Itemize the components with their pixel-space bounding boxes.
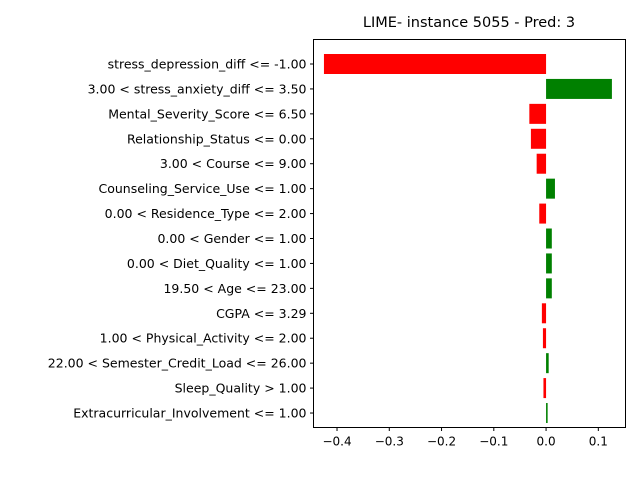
plot-area	[313, 39, 626, 428]
y-tick-label: 3.00 < Course <= 9.00	[160, 156, 307, 171]
bar	[542, 328, 547, 349]
x-tick-label: −0.2	[427, 435, 456, 449]
bar	[529, 103, 547, 124]
bar	[546, 403, 548, 424]
bar	[546, 353, 549, 374]
bar	[323, 54, 547, 74]
x-tick-label: −0.4	[322, 435, 351, 449]
y-tick-label: CGPA <= 3.29	[216, 306, 306, 321]
x-tick-label: −0.1	[479, 435, 508, 449]
bar	[541, 303, 547, 324]
chart-title: LIME- instance 5055 - Pred: 3	[363, 15, 575, 31]
bar	[543, 378, 547, 399]
y-tick-label: stress_depression_diff <= -1.00	[108, 57, 307, 72]
bar	[546, 228, 552, 249]
y-tick-label: Relationship_Status <= 0.00	[127, 131, 307, 146]
y-tick-label: Mental_Severity_Score <= 6.50	[108, 106, 306, 121]
bar	[536, 153, 547, 174]
bar	[546, 253, 552, 274]
y-tick-label: 1.00 < Physical_Activity <= 2.00	[100, 331, 307, 346]
x-ticks: −0.4 −0.3 −0.2 −0.1 0.0 0.1	[322, 427, 608, 449]
y-tick-label: 19.50 < Age <= 23.00	[163, 281, 306, 296]
x-tick-label: −0.3	[375, 435, 404, 449]
y-tick-label: 0.00 < Residence_Type <= 2.00	[105, 206, 307, 221]
x-tick-label: 0.0	[537, 435, 556, 449]
y-tick-label: 0.00 < Diet_Quality <= 1.00	[127, 256, 307, 271]
bar	[546, 78, 612, 99]
x-tick-label: 0.1	[589, 435, 608, 449]
bar	[546, 178, 555, 199]
y-tick-label: Extracurricular_Involvement <= 1.00	[73, 406, 306, 421]
bar-group	[323, 54, 612, 424]
bar	[539, 203, 547, 224]
bar	[546, 278, 552, 299]
bar	[530, 128, 547, 149]
y-tick-labels: stress_depression_diff <= -1.00 3.00 < st…	[48, 57, 314, 421]
y-tick-label: 22.00 < Semester_Credit_Load <= 26.00	[48, 356, 307, 371]
y-tick-label: 3.00 < stress_anxiety_diff <= 3.50	[88, 81, 307, 96]
y-tick-label: Sleep_Quality > 1.00	[175, 381, 307, 396]
y-tick-label: 0.00 < Gender <= 1.00	[157, 231, 306, 246]
y-tick-label: Counseling_Service_Use <= 1.00	[98, 181, 306, 196]
